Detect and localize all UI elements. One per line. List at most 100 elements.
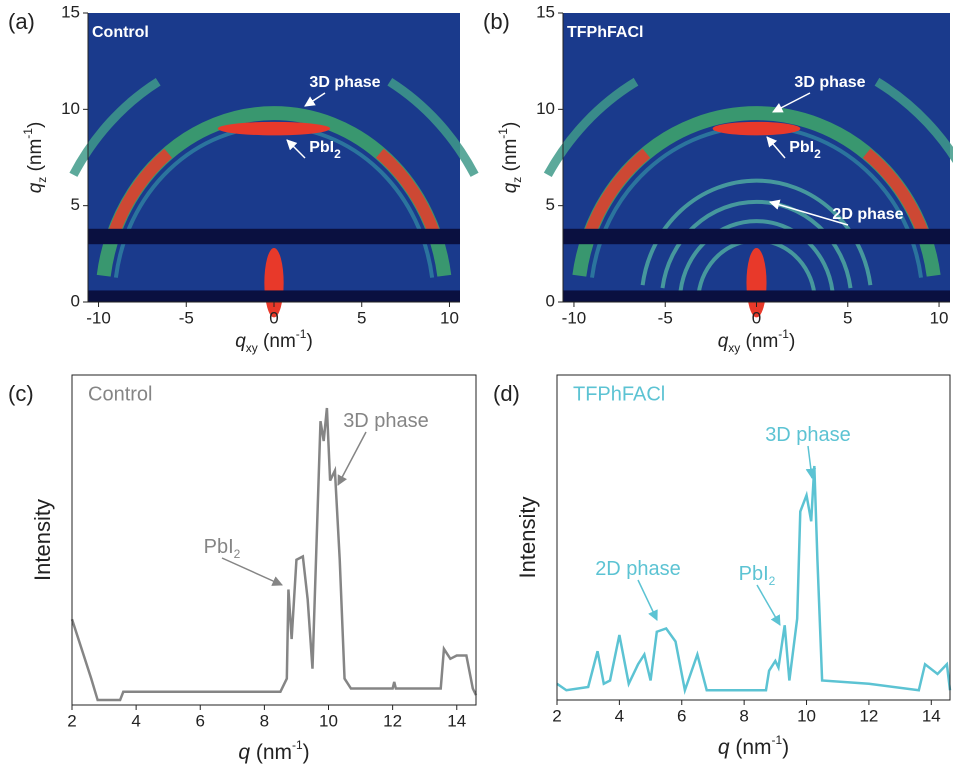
annotation: 3D phase xyxy=(343,410,429,432)
pbi2-spot xyxy=(217,121,331,136)
annotation: PbI2 xyxy=(204,536,241,561)
scattering-ring xyxy=(375,148,442,240)
x-axis-label: qxy (nm-1) xyxy=(235,327,313,355)
x-axis-label-part: q xyxy=(235,331,246,352)
y-tick-label: 10 xyxy=(536,99,555,118)
x-axis-label-part: (nm xyxy=(730,736,772,759)
annotation-part: PbI xyxy=(309,139,334,156)
x-tick-label: -10 xyxy=(86,308,111,327)
annotation: PbI2 xyxy=(789,139,821,161)
beam-spot xyxy=(746,248,767,318)
y-tick-label: 0 xyxy=(546,291,555,310)
x-axis-label: qxy (nm-1) xyxy=(718,327,796,355)
x-tick-label: 2 xyxy=(67,711,76,730)
intensity-line xyxy=(556,465,952,696)
y-axis-label-part: -1 xyxy=(496,128,510,139)
x-tick-label: 4 xyxy=(615,706,624,725)
pbi2-spot xyxy=(712,121,801,136)
y-axis-label-part: (nm xyxy=(25,139,46,177)
x-tick-label: 8 xyxy=(260,711,269,730)
annotation-arrow xyxy=(286,139,306,159)
gap-band xyxy=(563,290,950,302)
annotation-part: 2 xyxy=(814,147,821,161)
y-axis-label-part: -1 xyxy=(21,128,35,139)
scattering-ring xyxy=(874,77,953,164)
x-axis-label-part: ) xyxy=(782,736,789,759)
sample-label: TFPhFACl xyxy=(567,24,643,41)
annotation-part: PbI xyxy=(789,139,814,156)
annotation-arrow xyxy=(337,431,367,486)
panel-label: (a) xyxy=(8,9,35,34)
x-tick-label: 8 xyxy=(739,706,748,725)
scattering-ring xyxy=(387,77,479,177)
x-tick-label: 5 xyxy=(843,308,852,327)
x-axis-label-part: -1 xyxy=(292,738,303,752)
annotation-arrow xyxy=(766,136,786,159)
x-axis-label-part: q xyxy=(238,741,250,764)
x-axis-label: q (nm-1) xyxy=(238,738,309,763)
y-axis-label-part: z xyxy=(510,177,524,183)
x-axis-label-part: -1 xyxy=(296,327,307,341)
x-tick-label: 6 xyxy=(196,711,205,730)
x-tick-label: 10 xyxy=(440,308,459,327)
x-tick-label: 12 xyxy=(383,711,402,730)
x-axis-label: q (nm-1) xyxy=(718,733,789,758)
x-axis-label-part: ) xyxy=(789,331,795,352)
y-axis-label-part: z xyxy=(35,177,49,183)
y-tick-label: 15 xyxy=(61,2,80,21)
x-tick-label: 0 xyxy=(752,308,761,327)
x-tick-label: -10 xyxy=(562,308,587,327)
x-axis-label-part: xy xyxy=(728,341,740,355)
annotation: PbI2 xyxy=(739,563,776,588)
intensity-line xyxy=(70,407,478,702)
annotation: 2D phase xyxy=(595,558,681,580)
sample-label: Control xyxy=(88,383,152,405)
scattering-ring xyxy=(862,148,931,240)
annotation: 3D phase xyxy=(765,424,851,446)
x-tick-label: 2 xyxy=(552,706,561,725)
x-axis-label-part: q xyxy=(718,736,730,759)
x-tick-label: -5 xyxy=(179,308,194,327)
annotation: 3D phase xyxy=(794,74,865,91)
x-axis-label-part: -1 xyxy=(772,733,783,747)
annotation-part: 2 xyxy=(334,147,341,161)
annotation: 3D phase xyxy=(309,74,380,91)
x-tick-label: 4 xyxy=(131,711,140,730)
y-axis-label-part: ) xyxy=(500,122,521,128)
x-tick-label: 14 xyxy=(922,706,941,725)
annotation-part: 2D phase xyxy=(595,558,681,580)
scattering-ring xyxy=(582,148,651,240)
panel-label: (d) xyxy=(493,381,520,406)
scattering-ring xyxy=(106,148,173,240)
y-tick-label: 15 xyxy=(536,2,555,21)
scattering-ring xyxy=(69,77,161,177)
x-axis-label-part: ) xyxy=(303,741,310,764)
gap-band xyxy=(563,228,950,245)
scattering-ring xyxy=(543,77,639,178)
x-tick-label: 10 xyxy=(797,706,816,725)
beam-spot xyxy=(264,248,284,318)
annotation-part: 2 xyxy=(234,547,241,561)
y-tick-label: 10 xyxy=(61,99,80,118)
x-tick-label: 5 xyxy=(357,308,366,327)
x-tick-label: 10 xyxy=(319,711,338,730)
x-tick-label: 0 xyxy=(269,308,278,327)
annotation: PbI2 xyxy=(309,139,341,161)
annotation-arrow xyxy=(805,445,817,480)
x-tick-label: 14 xyxy=(447,711,466,730)
scattering-ring xyxy=(660,199,853,289)
annotation-part: PbI xyxy=(204,536,234,558)
gap-band xyxy=(88,228,460,245)
annotation-arrow xyxy=(768,199,849,226)
scattering-ring xyxy=(678,219,835,292)
panel-label: (b) xyxy=(483,9,510,34)
y-axis-label: Intensity xyxy=(30,499,55,581)
y-axis-label-part: (nm xyxy=(500,139,521,177)
annotation-part: PbI xyxy=(739,563,769,585)
panel-label: (c) xyxy=(8,381,34,406)
annotation-arrow xyxy=(756,584,781,626)
x-axis-label-part: (nm xyxy=(250,741,292,764)
annotation-part: 3D phase xyxy=(343,410,429,432)
sample-label: TFPhFACl xyxy=(573,383,665,405)
annotation-arrow xyxy=(304,92,326,107)
